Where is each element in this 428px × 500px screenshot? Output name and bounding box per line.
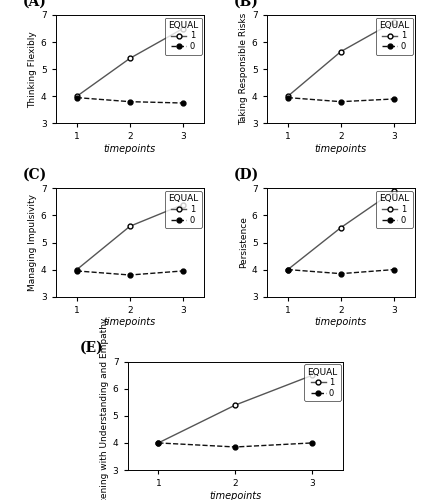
Y-axis label: Thinking Flexibly: Thinking Flexibly <box>28 31 37 108</box>
X-axis label: timepoints: timepoints <box>315 144 367 154</box>
Text: (A): (A) <box>23 0 47 8</box>
Y-axis label: Taking Responsible Risks: Taking Responsible Risks <box>239 13 248 126</box>
Text: (C): (C) <box>23 168 47 182</box>
Y-axis label: Persistence: Persistence <box>239 216 248 268</box>
Legend: 1, 0: 1, 0 <box>304 364 341 401</box>
Text: (D): (D) <box>234 168 259 182</box>
Y-axis label: Managing Impulsivity: Managing Impulsivity <box>28 194 37 291</box>
Text: (B): (B) <box>234 0 259 8</box>
Legend: 1, 0: 1, 0 <box>165 18 202 54</box>
Legend: 1, 0: 1, 0 <box>165 191 202 228</box>
Legend: 1, 0: 1, 0 <box>376 191 413 228</box>
X-axis label: timepoints: timepoints <box>315 318 367 328</box>
Legend: 1, 0: 1, 0 <box>376 18 413 54</box>
Text: (E): (E) <box>80 341 104 355</box>
X-axis label: timepoints: timepoints <box>104 318 156 328</box>
Y-axis label: Listening with Understanding and Empathy: Listening with Understanding and Empathy <box>100 318 109 500</box>
X-axis label: timepoints: timepoints <box>104 144 156 154</box>
X-axis label: timepoints: timepoints <box>209 491 262 500</box>
